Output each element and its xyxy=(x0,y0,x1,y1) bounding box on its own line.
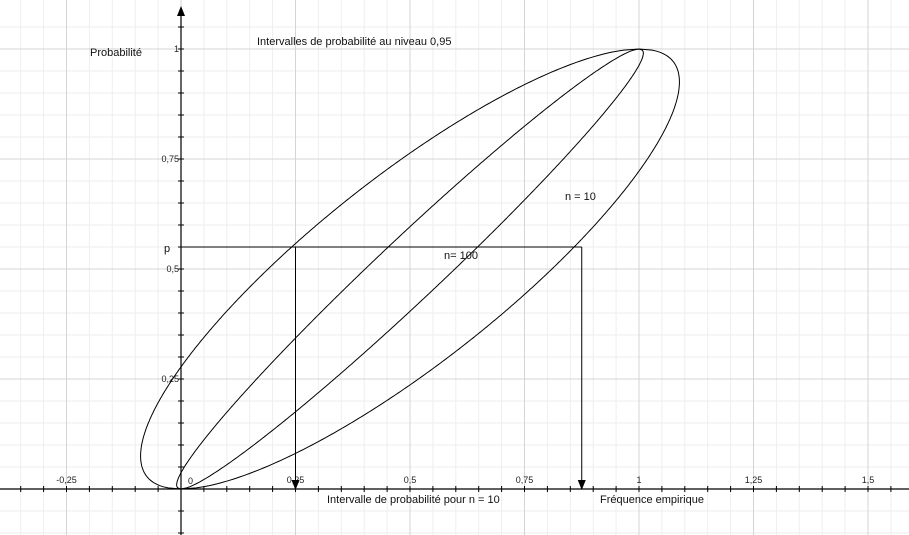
x-tick-label: 1 xyxy=(636,475,641,485)
y-tick-label: 0,75 xyxy=(161,154,179,164)
interval-caption: Intervalle de probabilité pour n = 10 xyxy=(327,494,500,506)
x-tick-label: 0,75 xyxy=(516,475,534,485)
x-tick-label: 0,5 xyxy=(404,475,417,485)
x-tick-label: 1,5 xyxy=(862,475,875,485)
chart-title: Intervalles de probabilité au niveau 0,9… xyxy=(257,36,451,48)
axes xyxy=(0,6,909,535)
y-tick-label: 0,25 xyxy=(161,374,179,384)
interval-arrowhead xyxy=(291,480,300,490)
origin-label: 0 xyxy=(188,476,193,486)
curves xyxy=(140,48,680,490)
series-label-n10: n = 10 xyxy=(565,191,596,203)
y-tick-label: 0,5 xyxy=(166,264,179,274)
series-curve xyxy=(176,48,644,490)
x-tick-label: 1,25 xyxy=(745,475,763,485)
interval-arrowhead xyxy=(577,480,586,490)
x-axis-label: Fréquence empirique xyxy=(600,494,704,506)
y-axis-label: Probabilité xyxy=(90,47,142,59)
series-label-n100: n= 100 xyxy=(444,250,478,262)
p-label: p xyxy=(164,243,170,255)
annotations xyxy=(181,246,586,490)
y-axis-arrowhead xyxy=(177,6,185,16)
y-tick-label: 1 xyxy=(174,44,179,54)
x-tick-label: -0,25 xyxy=(56,475,77,485)
